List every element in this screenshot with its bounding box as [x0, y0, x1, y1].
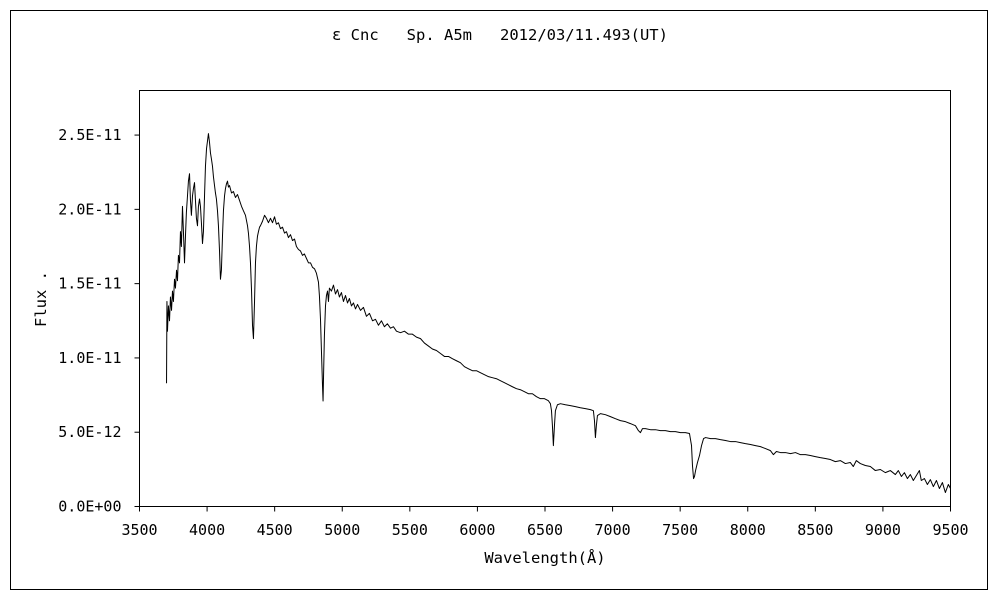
x-tick-label: 7500: [662, 521, 698, 539]
y-axis: 0.0E+00 5.0E-12 1.0E-11 1.5E-11 2.0E-11 2.5E-…: [58, 126, 140, 516]
x-tick-label: 8000: [730, 521, 766, 539]
y-axis-label: Flux .: [32, 271, 50, 327]
x-tick-label: 7000: [595, 521, 631, 539]
x-tick-label: 5000: [324, 521, 360, 539]
y-tick-label: 5.0E-12: [58, 423, 121, 441]
x-tick-label: 9500: [932, 521, 968, 539]
y-tick-label: 2.5E-11: [58, 126, 121, 144]
x-tick-label: 3500: [121, 521, 157, 539]
x-tick-label: 6000: [459, 521, 495, 539]
y-tick-label: 1.5E-11: [58, 275, 121, 293]
x-tick-label: 9000: [865, 521, 901, 539]
x-tick-label: 4500: [257, 521, 293, 539]
x-axis: 3500 4000 4500 5000 5500 6000 6500 7000 7500 8000…: [121, 506, 969, 539]
y-tick-label: 0.0E+00: [58, 498, 121, 516]
spectrum-line: [166, 133, 951, 494]
chart-title: ε Cnc Sp. A5m 2012/03/11.493(UT): [332, 26, 668, 44]
y-tick-label: 1.0E-11: [58, 349, 121, 367]
x-tick-label: 4000: [189, 521, 225, 539]
x-tick-label: 8500: [797, 521, 833, 539]
plot-area: [139, 90, 951, 507]
x-tick-label: 6500: [527, 521, 563, 539]
y-tick-label: 2.0E-11: [58, 200, 121, 218]
x-axis-label: Wavelength(Å): [484, 548, 605, 567]
x-tick-label: 5500: [392, 521, 428, 539]
